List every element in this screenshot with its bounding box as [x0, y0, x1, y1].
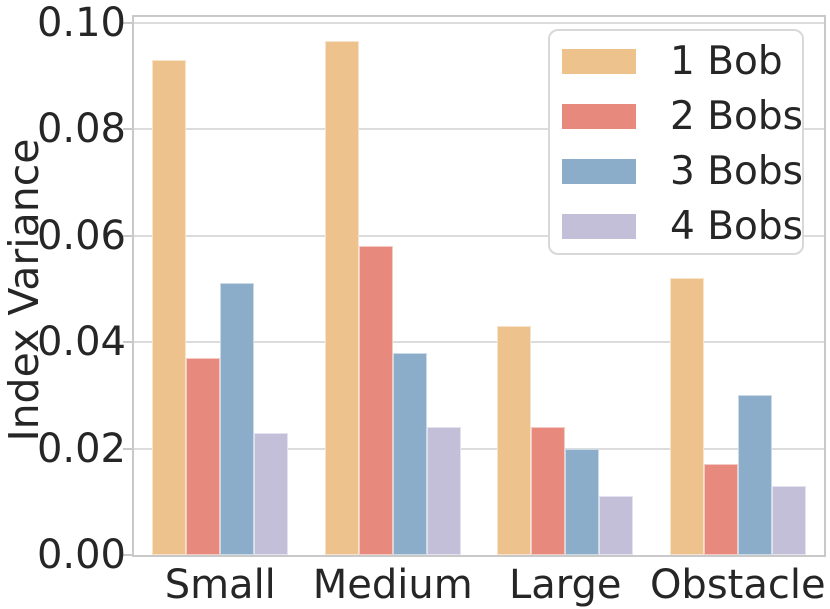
legend-label: 4 Bobs: [670, 204, 803, 249]
legend-swatch: [562, 159, 636, 184]
y-tick-mark: [123, 554, 132, 556]
y-tick-mark: [123, 128, 132, 130]
y-tick-label: 0.00: [36, 532, 126, 578]
bar-obstacle-4-bobs: [771, 485, 806, 555]
x-tick-label-small: Small: [164, 562, 276, 608]
y-tick-label: 0.08: [36, 106, 126, 152]
legend: 1 Bob 2 Bobs 3 Bobs 4 Bobs: [548, 29, 804, 255]
legend-swatch: [562, 104, 636, 129]
legend-label: 1 Bob: [670, 39, 783, 84]
legend-swatch: [562, 214, 636, 239]
bar-medium-1-bob: [324, 41, 359, 555]
x-tick-label-large: Large: [508, 562, 622, 608]
bar-medium-3-bobs: [392, 352, 427, 555]
y-tick-label: 0.04: [36, 319, 126, 365]
legend-swatch: [562, 49, 636, 74]
y-tick-mark: [123, 341, 132, 343]
legend-label: 3 Bobs: [670, 149, 803, 194]
y-tick-label: 0.10: [36, 0, 126, 46]
legend-item-3-bobs: 3 Bobs: [550, 144, 803, 199]
bar-large-3-bobs: [565, 448, 600, 555]
legend-item-4-bobs: 4 Bobs: [550, 199, 803, 254]
gridline-0.08: [134, 128, 824, 130]
legend-label: 2 Bobs: [670, 94, 803, 139]
y-tick-mark: [123, 447, 132, 450]
gridline-0.06: [134, 234, 824, 237]
x-tick-label-obstacle: Obstacle: [649, 562, 826, 608]
bar-small-3-bobs: [220, 283, 255, 555]
bar-obstacle-3-bobs: [737, 395, 772, 555]
y-tick-label: 0.06: [36, 212, 126, 259]
bar-obstacle-2-bobs: [703, 464, 738, 555]
y-tick-mark: [123, 234, 132, 237]
bar-medium-2-bobs: [358, 246, 393, 555]
y-tick-mark: [123, 21, 132, 24]
bar-medium-4-bobs: [426, 427, 461, 555]
bar-large-1-bob: [497, 326, 532, 555]
legend-item-2-bobs: 2 Bobs: [550, 89, 803, 144]
gridline-0.04: [134, 341, 824, 343]
legend-item-1-bob: 1 Bob: [550, 34, 802, 89]
bar-small-4-bobs: [254, 432, 289, 555]
bar-large-2-bobs: [531, 427, 566, 555]
gridline-0.1: [134, 21, 824, 24]
gridline-0.02: [134, 447, 824, 450]
bar-small-1-bob: [152, 59, 187, 555]
y-tick-label: 0.02: [36, 425, 126, 472]
bar-obstacle-1-bob: [669, 278, 704, 555]
legend-items: 1 Bob 2 Bobs 3 Bobs 4 Bobs: [550, 34, 803, 254]
bar-small-2-bobs: [186, 357, 221, 555]
x-tick-label-medium: Medium: [312, 562, 473, 608]
bar-large-4-bobs: [599, 496, 634, 555]
